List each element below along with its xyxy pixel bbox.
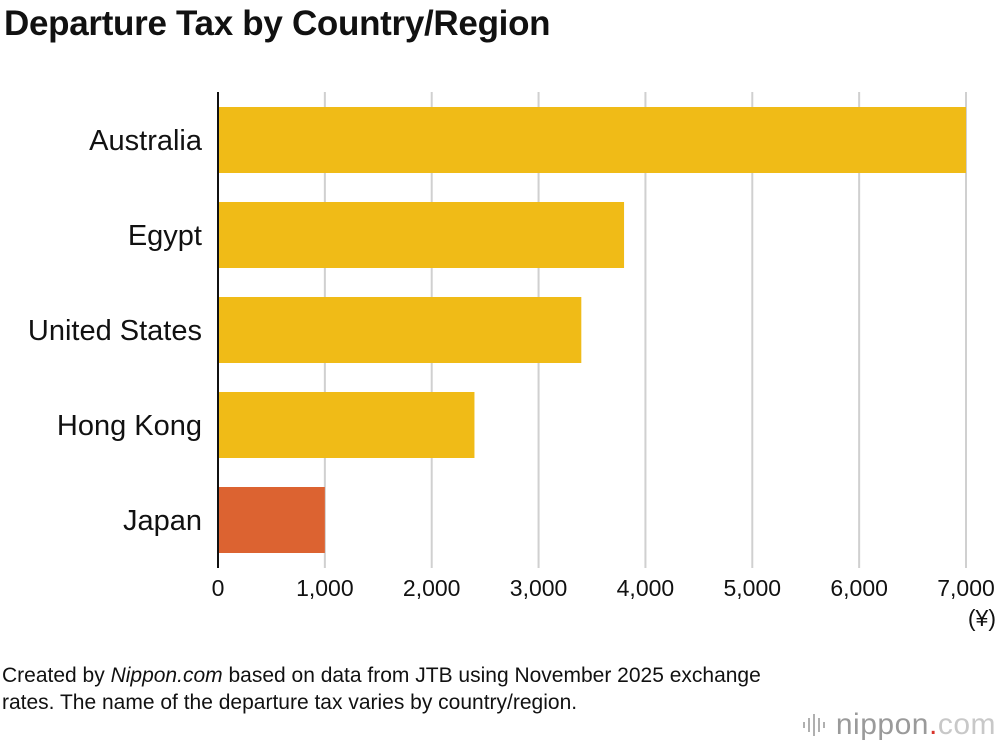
category-label: Egypt [128,220,202,252]
nippon-logo: nippon.com [802,708,996,742]
bar [218,392,475,458]
x-tick-label: 5,000 [724,575,782,601]
logo-dot: . [928,708,938,741]
x-tick-label: 2,000 [403,575,461,601]
x-tick-label: 7,000 [937,575,995,601]
footnote-prefix: Created by [2,664,111,687]
bar [218,107,966,173]
category-label: Japan [123,505,202,537]
chart-title: Departure Tax by Country/Region [4,4,551,43]
logo-text: nippon.com [836,708,996,742]
bar [218,487,325,553]
bar [218,202,625,268]
bars-logo-icon [802,714,825,736]
footnote: Created by Nippon.com based on data from… [2,662,762,716]
category-label: United States [28,315,202,347]
bar-chart: Australia Egypt United States Hong Kong Japa… [28,92,996,631]
footnote-brand: Nippon.com [110,664,223,687]
x-tick-label: 1,000 [296,575,354,601]
logo-name: nippon [835,708,929,741]
x-unit-label: (¥) [968,605,996,631]
category-label: Australia [89,125,203,157]
x-tick-label: 3,000 [510,575,568,601]
x-tick-label: 0 [212,575,225,601]
logo-tld: com [937,708,996,741]
x-tick-label: 6,000 [830,575,888,601]
x-tick-label: 4,000 [617,575,675,601]
footnote-suffix: based on data from JTB using November 20… [2,664,761,714]
bar [218,297,582,363]
category-label: Hong Kong [57,410,202,442]
